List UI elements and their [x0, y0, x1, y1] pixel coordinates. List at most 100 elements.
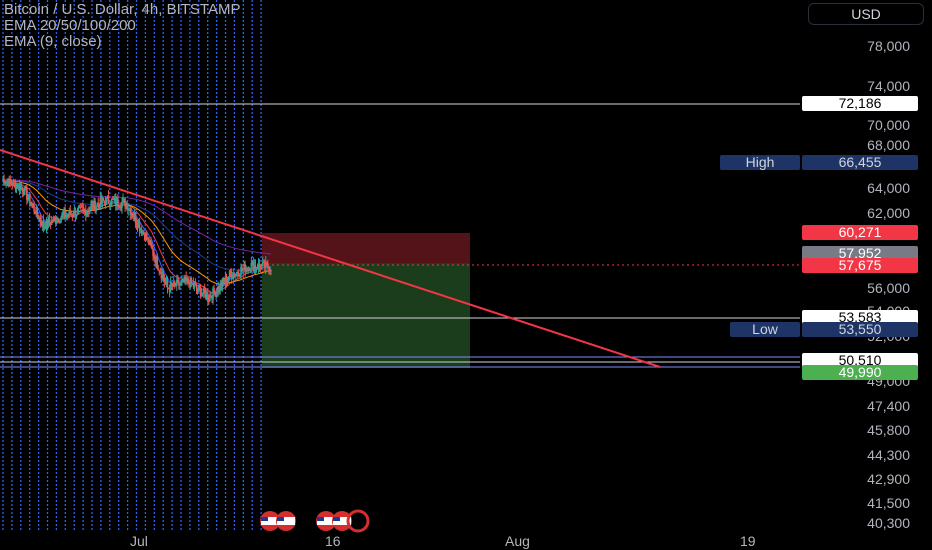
- candle-body: [251, 261, 254, 264]
- candle-body: [237, 271, 239, 274]
- candle-body: [184, 277, 186, 283]
- candle-body: [239, 275, 241, 277]
- candle-body: [202, 288, 205, 294]
- candle-body: [161, 274, 164, 279]
- event-icons[interactable]: [260, 509, 370, 533]
- candle-body: [65, 215, 67, 218]
- candle-body: [60, 217, 62, 223]
- price-axis-tick: 74,000: [867, 78, 910, 94]
- currency-button[interactable]: USD: [808, 3, 924, 25]
- price-label-72186: 72,186: [802, 96, 918, 111]
- profit-target-zone[interactable]: [262, 263, 470, 368]
- candle-body: [234, 273, 237, 276]
- candle-body: [110, 198, 113, 206]
- candle-body: [248, 267, 251, 272]
- candle-body: [9, 178, 12, 183]
- candle-body: [127, 208, 130, 210]
- candle-body: [45, 219, 48, 230]
- candle-body: [176, 279, 178, 286]
- candle-body: [54, 218, 57, 224]
- candle-body: [217, 286, 220, 293]
- candle-body: [38, 217, 41, 220]
- candle-body: [146, 233, 148, 239]
- candle-body: [107, 196, 110, 204]
- candle-body: [168, 288, 171, 292]
- candle-body: [89, 209, 91, 212]
- symbol-title[interactable]: Bitcoin / U.S. Dollar, 4h, BITSTAMP: [4, 1, 241, 18]
- low-value-label: 53,550: [802, 322, 918, 337]
- candle-body: [124, 198, 126, 207]
- candle-body: [91, 204, 93, 206]
- event-circle-icon[interactable]: [346, 509, 370, 533]
- candle-body: [151, 245, 153, 249]
- candle-body: [243, 263, 245, 269]
- candle-body: [120, 206, 122, 208]
- candle-body: [44, 226, 47, 230]
- candle-body: [83, 209, 86, 211]
- candle-body: [19, 186, 22, 191]
- candle-body: [165, 280, 168, 283]
- candle-body: [219, 282, 222, 290]
- candle-body: [185, 277, 187, 281]
- us-flag-icon[interactable]: [316, 511, 336, 531]
- descending-trendline[interactable]: [0, 149, 661, 368]
- candle-body: [101, 197, 104, 203]
- target-price-label: 49,990: [802, 365, 918, 380]
- us-flag-icon[interactable]: [332, 511, 352, 531]
- price-axis-tick: 47,400: [867, 398, 910, 414]
- candle-body: [77, 207, 80, 210]
- us-flag-icon[interactable]: [260, 511, 280, 531]
- candle-body: [240, 267, 242, 276]
- candle-body: [173, 281, 176, 284]
- candle-body: [215, 291, 217, 297]
- candle-body: [128, 208, 131, 210]
- price-axis-tick: 70,000: [867, 117, 910, 133]
- candle-body: [174, 283, 177, 286]
- price-axis-tick: 78,000: [867, 38, 910, 54]
- candle-body: [192, 283, 195, 288]
- candle-body: [169, 282, 172, 292]
- candle-body: [260, 264, 263, 270]
- ema9-indicator-label[interactable]: EMA (9, close): [4, 33, 102, 50]
- candle-body: [72, 216, 75, 218]
- price-axis-tick: 40,300: [867, 515, 910, 531]
- candle-body: [69, 210, 72, 215]
- candle-body: [268, 267, 270, 272]
- stop-loss-zone[interactable]: [262, 233, 470, 263]
- candle-body: [4, 183, 6, 185]
- candle-body: [232, 273, 235, 278]
- price-axis-tick: 44,300: [867, 447, 910, 463]
- candle-body: [51, 220, 54, 223]
- level-50510-label: 50,510: [802, 353, 918, 368]
- candle-body: [52, 217, 55, 223]
- candle-body: [71, 214, 74, 217]
- candle-body: [27, 198, 29, 200]
- high-value-label: 66,455: [802, 155, 918, 170]
- candle-body: [269, 270, 271, 272]
- candle-body: [140, 228, 143, 234]
- ema-indicator-label[interactable]: EMA 20/50/100/200: [4, 17, 136, 34]
- candle-body: [252, 261, 255, 272]
- candle-body: [108, 203, 111, 207]
- candle-body: [134, 213, 137, 223]
- candle-body: [259, 266, 262, 270]
- candle-body: [136, 224, 139, 228]
- candle-body: [40, 221, 43, 226]
- candle-body: [158, 270, 161, 272]
- candle-body: [236, 271, 238, 274]
- candle-body: [17, 184, 20, 189]
- candle-body: [148, 237, 150, 245]
- candle-body: [68, 210, 71, 216]
- candle-body: [154, 257, 156, 263]
- candle-body: [190, 278, 193, 284]
- candle-body: [213, 288, 215, 293]
- candle-body: [88, 210, 90, 212]
- candle-body: [133, 213, 136, 218]
- candle-body: [257, 263, 260, 270]
- us-flag-icon[interactable]: [276, 511, 296, 531]
- candle-body: [129, 208, 132, 215]
- candle-body: [78, 206, 81, 208]
- candle-body: [49, 222, 52, 225]
- candle-body: [223, 281, 226, 283]
